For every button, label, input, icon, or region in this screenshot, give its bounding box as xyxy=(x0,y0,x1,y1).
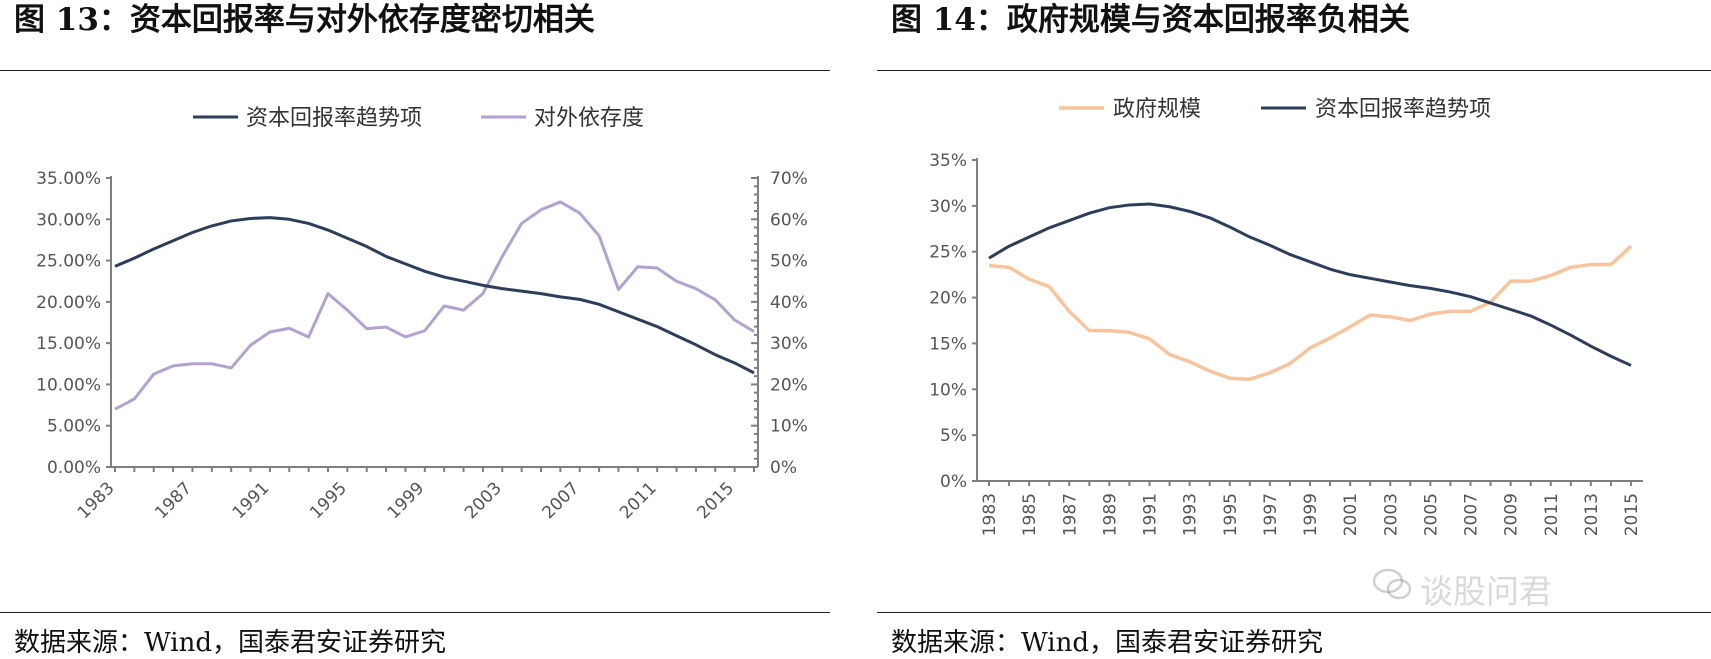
y-right-tick-label: 50% xyxy=(770,252,808,272)
y-left-tick-label: 15.00% xyxy=(36,334,101,354)
x-tick-label: 2015 xyxy=(693,478,738,523)
figure-14-panel: 图 14：政府规模与资本回报率负相关 政府规模 资本回报率趋势项 0% 5% 10% 15… xyxy=(877,0,1711,659)
y-left-tick-label: 20.00% xyxy=(36,293,101,313)
y-left-tick-label: 10.00% xyxy=(36,375,101,395)
y-tick-label: 25% xyxy=(929,243,967,263)
x-tick-label: 1999 xyxy=(1301,493,1321,536)
x-tick-label: 1995 xyxy=(306,478,351,523)
figure-14-source: 数据来源：Wind，国泰君安证券研究 xyxy=(891,628,1323,658)
figure-13-title: 图 13：资本回报率与对外依存度密切相关 xyxy=(14,2,595,38)
series-line-capital-return xyxy=(988,202,1632,367)
bottom-rule xyxy=(0,612,830,613)
y-left-tick-label: 25.00% xyxy=(36,252,101,272)
x-tick-label: 2009 xyxy=(1502,493,1522,536)
series-line-external-dependence xyxy=(114,200,755,411)
y-tick-label: 15% xyxy=(929,334,967,354)
x-tick-label: 1991 xyxy=(229,478,274,523)
y-tick-label: 20% xyxy=(929,289,967,309)
x-tick-label: 2005 xyxy=(1421,493,1441,536)
legend-label-external-dependence: 对外依存度 xyxy=(534,106,644,131)
y-right-tick-label: 0% xyxy=(770,458,797,478)
x-tick-label: 2013 xyxy=(1582,493,1602,536)
y-left-tick-label: 35.00% xyxy=(36,169,101,189)
y-tick-label: 35% xyxy=(929,151,967,171)
y-right-tick-label: 20% xyxy=(770,375,808,395)
y-tick-label: 5% xyxy=(940,426,967,446)
x-tick-label: 1993 xyxy=(1181,493,1201,536)
figure-13-chart: 资本回报率趋势项 对外依存度 0.00% 5.00% 10.00% 15.00% 20.00… xyxy=(36,106,808,523)
y-right-tick-label: 40% xyxy=(770,293,808,313)
x-tick-label: 1983 xyxy=(980,493,1000,536)
x-tick-label: 2001 xyxy=(1341,493,1361,536)
y-left-tick-label: 5.00% xyxy=(47,417,101,437)
x-tick-label: 2003 xyxy=(461,478,506,523)
watermark-text: 谈股问君 xyxy=(1420,572,1552,611)
y-left-tick-label: 30.00% xyxy=(36,210,101,230)
top-rule xyxy=(0,70,830,71)
y-right-tick-label: 30% xyxy=(770,334,808,354)
bottom-rule xyxy=(877,612,1711,613)
x-tick-label: 2003 xyxy=(1381,493,1401,536)
x-tick-label: 1997 xyxy=(1261,493,1281,536)
x-tick-label: 1983 xyxy=(74,478,119,523)
figure-14-chart: 政府规模 资本回报率趋势项 0% 5% 10% 15% 20% 25% 30% 35% 1983 19… xyxy=(929,97,1643,536)
y-tick-label: 0% xyxy=(940,472,967,492)
x-tick-label: 1989 xyxy=(1100,493,1120,536)
x-tick-label: 1987 xyxy=(1060,493,1080,536)
figure-13-panel: 图 13：资本回报率与对外依存度密切相关 资本回报率趋势项 对外依存度 0.00% 5… xyxy=(0,0,830,659)
x-tick-label: 2011 xyxy=(616,478,661,523)
x-tick-label: 2015 xyxy=(1622,493,1642,536)
y-left-tick-label: 0.00% xyxy=(47,458,101,478)
y-right-tick-label: 70% xyxy=(770,169,808,189)
y-tick-label: 30% xyxy=(929,197,967,217)
legend-label-capital-return: 资本回报率趋势项 xyxy=(1315,97,1491,122)
top-rule xyxy=(877,70,1711,71)
x-tick-label: 1985 xyxy=(1020,493,1040,536)
figure-13-source: 数据来源：Wind，国泰君安证券研究 xyxy=(14,628,446,658)
x-tick-label: 1987 xyxy=(151,478,196,523)
y-tick-label: 10% xyxy=(929,380,967,400)
series-line-capital-return xyxy=(114,216,755,375)
legend-label-capital-return: 资本回报率趋势项 xyxy=(246,106,422,131)
x-tick-label: 1995 xyxy=(1221,493,1241,536)
x-tick-label: 1991 xyxy=(1141,493,1161,536)
x-tick-label: 2007 xyxy=(539,478,584,523)
x-tick-label: 2011 xyxy=(1542,493,1562,536)
wechat-icon xyxy=(1372,568,1412,600)
y-right-tick-label: 60% xyxy=(770,210,808,230)
series-line-government-size xyxy=(988,244,1633,381)
x-tick-label: 1999 xyxy=(384,478,429,523)
x-tick-label: 2007 xyxy=(1462,493,1482,536)
legend-label-government-size: 政府规模 xyxy=(1113,97,1201,122)
y-right-tick-label: 10% xyxy=(770,417,808,437)
figure-14-title: 图 14：政府规模与资本回报率负相关 xyxy=(891,2,1410,38)
